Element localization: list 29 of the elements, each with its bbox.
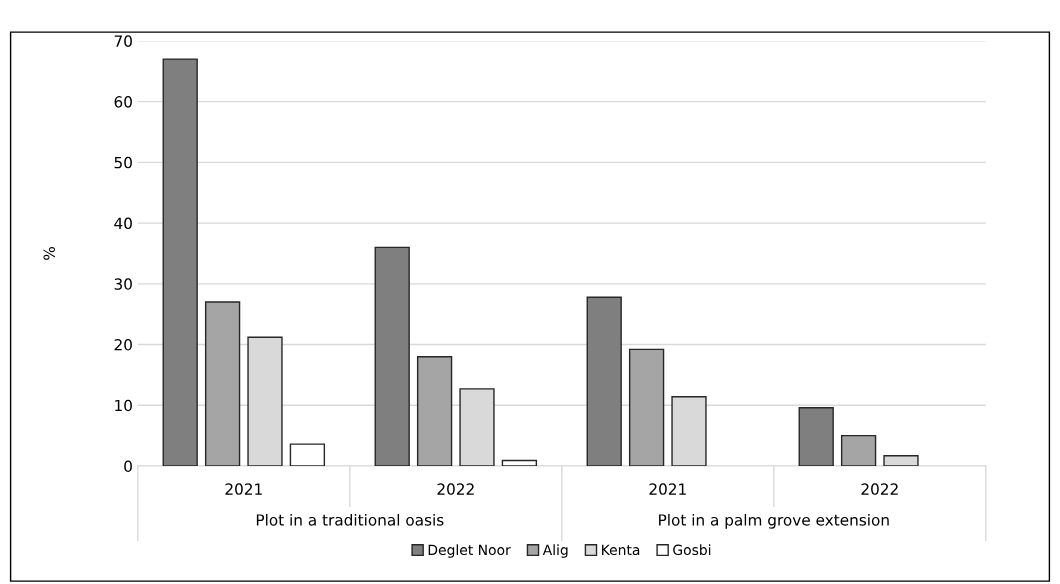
legend-label: Deglet Noor (428, 544, 511, 558)
legend-label: Gosbi (673, 544, 711, 556)
x-tick-label: 2022 (437, 483, 474, 495)
y-tick-label: 20 (114, 339, 132, 351)
y-tick-label: 50 (114, 156, 132, 169)
bar (204, 301, 241, 467)
bar (501, 459, 538, 467)
x-tick-label: 2021 (225, 483, 262, 495)
legend-label: Alig (542, 544, 568, 558)
y-tick-label: 0 (124, 460, 132, 473)
x-tick-label: 2021 (649, 483, 686, 495)
text: Plot in a traditional oasis (256, 513, 444, 526)
bar (628, 348, 665, 467)
y-tick-label: 10 (115, 399, 132, 412)
y-tick-label: 40 (114, 217, 132, 230)
legend-label: Kenta (602, 544, 640, 556)
y-tick-label: 60 (114, 96, 132, 108)
y-tick-label: 30 (114, 278, 132, 290)
bar (840, 434, 877, 467)
y-tick-label: 70 (114, 35, 132, 47)
bar (374, 246, 410, 467)
bar (162, 58, 198, 467)
bar (798, 407, 834, 467)
text: Plot in a palm grove extension (659, 513, 889, 529)
x-tick-label: 2022 (861, 483, 898, 495)
bar (289, 443, 326, 467)
bar (586, 296, 622, 467)
y-axis-title: % (43, 247, 55, 260)
bar (416, 356, 453, 467)
